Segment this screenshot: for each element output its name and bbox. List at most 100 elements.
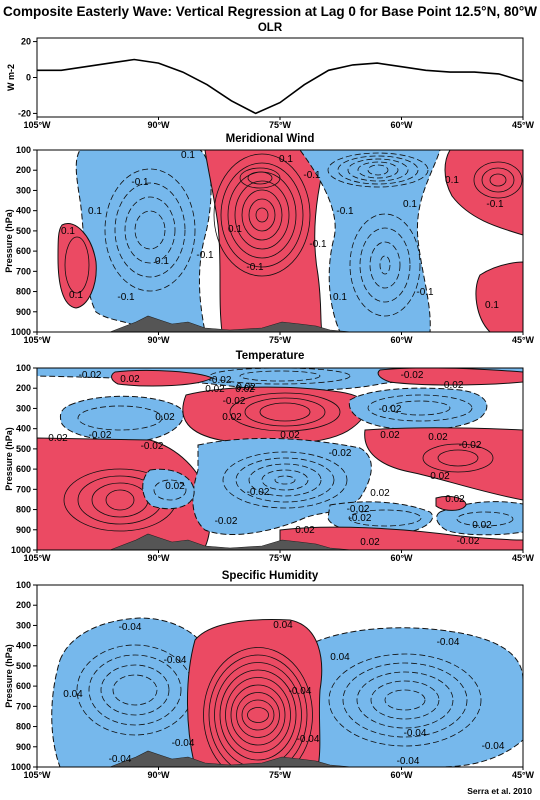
temp-negative-right-upper-contour — [389, 400, 451, 416]
wind-contour-label: -0.1 — [131, 177, 149, 188]
hum-contour-label: -0.04 — [437, 637, 460, 648]
wind-contour-label: -0.1 — [117, 292, 135, 303]
temperature-title: Temperature — [235, 350, 305, 362]
olr-frame — [36, 37, 524, 118]
wind-positive-west — [57, 223, 97, 309]
temp-contour-label: -0.02 — [379, 404, 402, 415]
hum-contour-label: -0.04 — [404, 728, 427, 739]
olr-ytick-label: 20 — [21, 37, 31, 47]
olr-title: OLR — [257, 22, 283, 34]
wind-positive-central-fill — [204, 150, 329, 332]
hum-positive-center-contour — [236, 692, 280, 738]
hum-contour-label: 0.04 — [63, 689, 83, 700]
temp-negative-center-contour — [235, 457, 335, 503]
temp-negative-right-upper-contour — [367, 394, 473, 422]
hum-ytick-label: 1000 — [11, 762, 31, 772]
temp-contour-label: -0.02 — [215, 516, 238, 527]
temp-terrain — [109, 533, 353, 551]
hum-contour-label: -0.04 — [289, 686, 312, 697]
temp-contour-label: 0.02 — [360, 537, 380, 548]
wind-negative-east-contour — [337, 155, 419, 185]
temp-positive-middle-contour — [244, 397, 326, 427]
temp-ytick-label: 400 — [16, 424, 31, 434]
hum-negative-east-contour — [370, 680, 440, 720]
hum-negative-east-contour — [356, 671, 454, 729]
wind-ytick-label: 300 — [16, 185, 31, 195]
hum-negative-west — [51, 617, 217, 767]
hum-ytick-label: 200 — [16, 600, 31, 610]
olr-xtick-label: 105°W — [23, 120, 51, 130]
wind-negative-east-contour — [327, 152, 429, 188]
hum-positive-center-contour — [225, 677, 291, 753]
temp-contour-label: -0.02 — [209, 375, 232, 386]
wind-contour-label: -0.1 — [196, 250, 214, 261]
hum-frame — [36, 584, 524, 768]
hum-contour-label: -0.04 — [397, 756, 420, 767]
hum-positive-center-contour — [219, 669, 297, 761]
wind-positive-central-contour — [220, 162, 304, 268]
wind-positive-east-lower — [475, 261, 523, 332]
temp-contour-label: 0.02 — [235, 384, 255, 395]
hum-ylabel: Pressure (hPa) — [4, 644, 14, 708]
wind-contour-label: 0.1 — [403, 199, 417, 210]
wind-xtick-label: 45°W — [512, 335, 535, 345]
temp-positive-bottom-fill — [279, 526, 523, 550]
temp-contour-label: -0.02 — [401, 370, 424, 381]
temp-contour-label: -0.02 — [223, 396, 246, 407]
wind-positive-central-contour — [234, 180, 290, 250]
hum-negative-west-contour — [112, 674, 158, 706]
hum-negative-east-contour — [342, 662, 468, 738]
hum-positive-center-contour — [203, 647, 313, 767]
wind-contour-label: 0.1 — [69, 290, 83, 301]
temp-contour-label: 0.02 — [472, 520, 492, 531]
wind-ytick-label: 500 — [16, 226, 31, 236]
temp-positive-top-east-fill — [377, 368, 523, 386]
olr-xtick-label: 60°W — [390, 120, 413, 130]
hum-negative-east-contour — [328, 653, 482, 747]
temp-contour-label: 0.02 — [295, 525, 315, 536]
specific-humidity-title: Specific Humidity — [221, 570, 319, 582]
wind-negative-west-contour — [104, 168, 196, 292]
olr-xtick-label: 90°W — [147, 120, 170, 130]
temp-negative-lower-west — [142, 468, 195, 510]
temp-ytick-label: 1000 — [11, 545, 31, 555]
temp-negative-lower-west-fill — [142, 468, 195, 510]
temp-negative-right-upper-fill — [348, 387, 488, 431]
wind-positive-west-fill — [57, 223, 97, 309]
hum-ytick-label: 500 — [16, 661, 31, 671]
temp-positive-bottom — [279, 526, 523, 550]
temp-contour-label: -0.02 — [441, 380, 464, 391]
olr-ytick-label: -20 — [18, 108, 31, 118]
temp-contour-label: -0.02 — [457, 536, 480, 547]
hum-ytick-label: 900 — [16, 742, 31, 752]
hum-terrain — [109, 750, 353, 768]
wind-ytick-label: 200 — [16, 165, 31, 175]
wind-contour-label: -0.1 — [309, 239, 327, 250]
temp-negative-center-contour — [222, 451, 348, 509]
wind-positive-east-upper-contour — [489, 173, 507, 187]
hum-negative-east-contour — [384, 689, 426, 711]
wind-positive-central-contour — [213, 153, 311, 277]
hum-field — [51, 617, 523, 767]
temp-positive-top-west — [111, 369, 214, 387]
hum-ytick-label: 400 — [16, 641, 31, 651]
hum-positive-center-contour — [241, 699, 275, 731]
hum-contour-label: -0.04 — [172, 738, 195, 749]
hum-negative-east-fill — [298, 627, 523, 767]
wind-negative-west — [75, 150, 212, 332]
wind-contour-label: 0.1 — [485, 300, 499, 311]
wind-ylabel: Pressure (hPa) — [4, 209, 14, 273]
temp-negative-top-contour — [239, 370, 321, 382]
temp-field — [37, 368, 523, 550]
wind-positive-central — [204, 150, 329, 332]
temp-ytick-label: 300 — [16, 403, 31, 413]
wind-ytick-label: 100 — [16, 145, 31, 155]
temp-xtick-label: 105°W — [23, 553, 51, 563]
wind-contour-label: 0.1 — [445, 175, 459, 186]
olr-ylabel: W m-2 — [6, 64, 16, 91]
temp-ytick-label: 200 — [16, 383, 31, 393]
hum-ytick-label: 800 — [16, 722, 31, 732]
temp-positive-right-contour — [422, 443, 494, 473]
temp-negative-upper-west-contour — [77, 405, 163, 431]
temp-negative-right-lower-contour — [348, 509, 422, 527]
